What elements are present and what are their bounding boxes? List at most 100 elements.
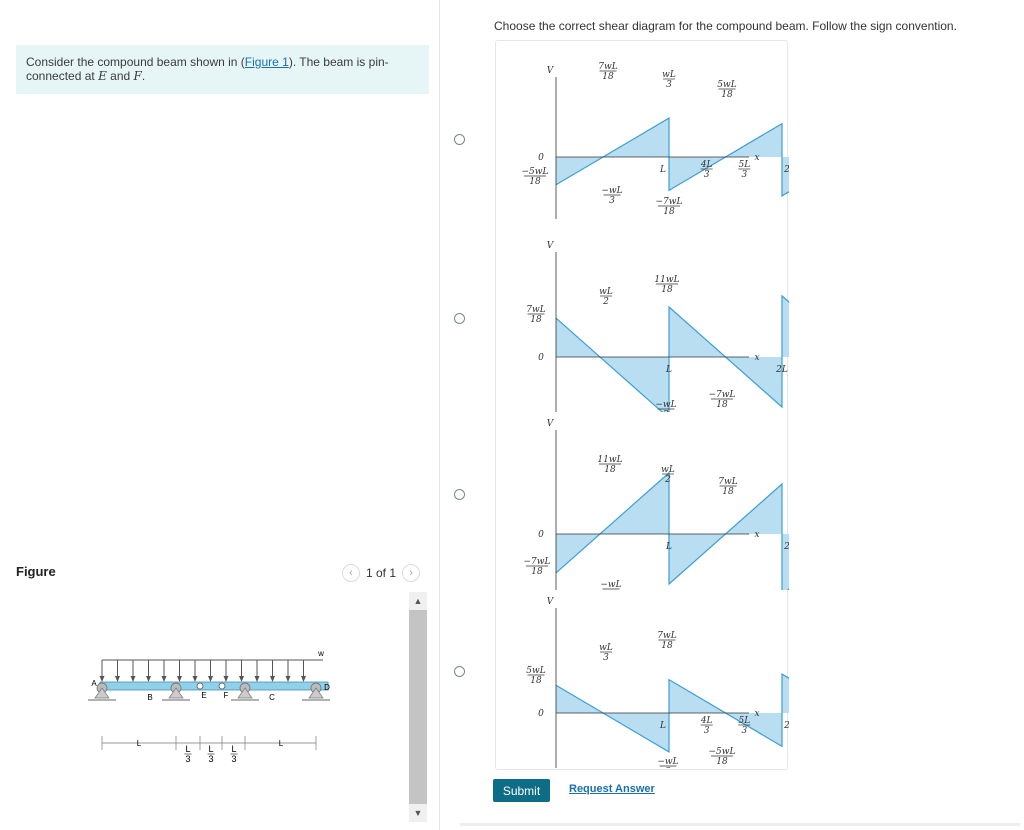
value-label-bot2-num: −wL [600, 580, 621, 590]
value-label-bot2-num: −wL [601, 186, 622, 196]
value-label-bot3-den: 18 [663, 207, 675, 217]
v-axis-label: V [547, 66, 555, 76]
v-axis-label: V [547, 419, 555, 429]
radio-option-b[interactable] [454, 313, 465, 324]
dim-label-den: 3 [185, 754, 190, 764]
figure-pager: ‹ 1 of 1 › [342, 564, 421, 582]
hinge-e [196, 682, 204, 690]
radio-option-d[interactable] [454, 666, 465, 677]
request-answer-link[interactable]: Request Answer [569, 783, 655, 795]
load-arrowhead [223, 676, 229, 682]
scroll-up-icon[interactable]: ▲ [413, 596, 423, 606]
radio-option-a[interactable] [454, 134, 465, 145]
support-b-base [168, 687, 184, 699]
point-label-C: C [269, 693, 275, 702]
value-label-top0-num: 5wL [526, 666, 545, 676]
dim-label: L [279, 739, 284, 748]
dim-label-num: L [208, 744, 213, 754]
load-label: w [317, 649, 324, 658]
dim-label: L3 [207, 744, 215, 764]
dim-label-num: L [185, 744, 190, 754]
load-arrowhead [177, 676, 182, 682]
right-panel: Choose the correct shear diagram for the… [440, 0, 1024, 830]
prompt-text: Consider the compound beam shown in ( [26, 55, 245, 69]
value-label-top1-num: 7wL [598, 62, 617, 72]
value-label-top1-den: 18 [604, 465, 616, 475]
value-label-bot3-den: 18 [716, 400, 728, 410]
panel-divider [439, 0, 440, 830]
x-tick-label: 2L [775, 365, 788, 375]
value-label-top1-num: wL [599, 643, 613, 653]
load-arrowhead [270, 676, 275, 682]
value-label-top2-num: wL [662, 70, 676, 80]
option-d[interactable]: V0xL4L35L32L3L5wL18wL37wL18−7wL18−wL3−5w… [454, 590, 789, 768]
scroll-down-icon[interactable]: ▼ [413, 808, 423, 818]
x-tick-label: 4L3 [700, 716, 713, 736]
options-card: V0xL4L35L32L3L7wL18wL35wL18−5wL18−wL3−7w… [454, 40, 789, 770]
value-label-top1-num: wL [599, 287, 613, 297]
dim-label: L3 [230, 744, 238, 764]
figure-scrollbar[interactable]: ▲ ▼ [409, 592, 427, 822]
value-label-top2-den: 18 [661, 641, 673, 651]
value-label-bot2: −wL2 [600, 580, 621, 590]
value-label-bot1-num: −7wL [524, 557, 551, 567]
value-label-bot2: −wL3 [601, 186, 622, 206]
shear-region [782, 674, 789, 713]
x-tick-label: L [665, 542, 672, 552]
value-label-top2-num: wL [661, 465, 675, 475]
chevron-right-icon[interactable]: › [402, 564, 421, 582]
radio-option-c[interactable] [454, 489, 465, 500]
dim-label-den: 3 [208, 754, 213, 764]
figure-link[interactable]: Figure 1 [244, 55, 289, 69]
x-tick-label: 5L3 [738, 160, 751, 180]
x-axis-label: x [754, 709, 759, 719]
pager-text: 1 of 1 [366, 566, 397, 580]
point-label-F: F [224, 691, 229, 700]
point-e: E [98, 69, 107, 83]
option-a[interactable]: V0xL4L35L32L3L7wL18wL35wL18−5wL18−wL3−7w… [454, 59, 789, 234]
value-label-top1-den: 2 [602, 297, 609, 307]
x-tick-label: 2L [783, 542, 789, 552]
shear-region [782, 157, 789, 196]
scroll-thumb[interactable] [409, 610, 427, 804]
shear-region [782, 534, 789, 590]
chevron-left-icon[interactable]: ‹ [342, 564, 360, 582]
load-arrowhead [146, 676, 151, 682]
x-axis-label: x [754, 530, 759, 540]
load-arrowhead [301, 676, 306, 682]
x-tick-label: L [665, 365, 672, 375]
x-tick-label: 4L3 [700, 160, 713, 180]
load-arrowhead [285, 676, 291, 682]
zero-label: 0 [538, 353, 544, 363]
x-axis-label: x [754, 153, 759, 163]
value-label-top3-den: 18 [722, 487, 734, 497]
value-label-top2-num: 7wL [657, 631, 676, 641]
value-label-bot1-den: 18 [531, 567, 543, 577]
value-label-bot1-den: 18 [529, 177, 541, 187]
zero-label: 0 [538, 153, 544, 163]
x-tick-label-text: L [665, 365, 672, 375]
submit-button[interactable]: Submit [493, 779, 550, 802]
value-label-top1-num: 11wL [597, 455, 622, 465]
value-label-bot2-num: −wL [655, 400, 676, 410]
x-tick-label-text: L [659, 165, 666, 175]
shear-diagram-svg: V0xL4L35L32L3L5wL18wL37wL18−7wL18−wL3−5w… [526, 597, 789, 768]
value-label-top0-num: 7wL [526, 305, 545, 315]
x-axis-label: x [754, 353, 759, 363]
load-arrowhead [192, 676, 198, 682]
value-label-top2-num: 11wL [654, 275, 679, 285]
x-tick-label-num: 4L [700, 716, 713, 726]
